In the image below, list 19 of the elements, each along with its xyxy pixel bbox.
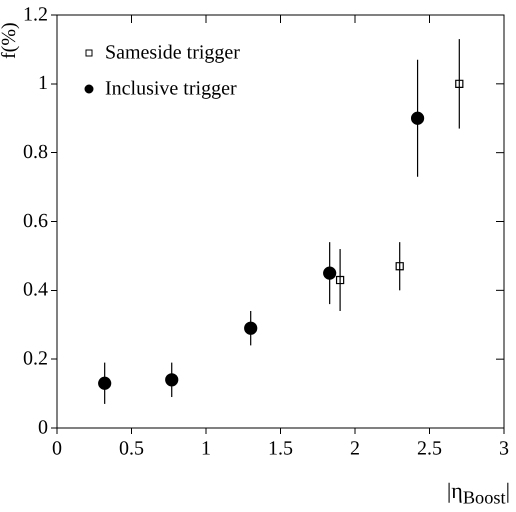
x-tick-label: 1 bbox=[201, 437, 211, 460]
y-axis-title: f(%) bbox=[0, 22, 21, 59]
y-tick-label: 0.2 bbox=[23, 347, 48, 370]
legend-label: Inclusive trigger bbox=[105, 77, 237, 100]
x-tick-label: 2 bbox=[350, 437, 360, 460]
y-tick-label: 0.6 bbox=[23, 210, 48, 232]
x-tick-label: 0.5 bbox=[119, 437, 144, 460]
x-tick-label: 2.5 bbox=[417, 437, 442, 460]
y-tick-label: 1.2 bbox=[23, 3, 48, 26]
y-tick-label: 0 bbox=[38, 416, 48, 438]
point bbox=[410, 112, 424, 125]
x-tick-label: 1.5 bbox=[268, 437, 293, 460]
x-axis-title: |η$_{Boost}$| bbox=[446, 478, 510, 508]
y-tick-label: 1 bbox=[38, 72, 48, 94]
x-tick-label: 3 bbox=[499, 437, 509, 460]
y-tick-label: 0.8 bbox=[23, 140, 48, 163]
y-tick-label: 0.4 bbox=[23, 278, 48, 301]
x-tick-label: 0 bbox=[52, 437, 62, 460]
legend-label: Sameside trigger bbox=[105, 41, 240, 64]
